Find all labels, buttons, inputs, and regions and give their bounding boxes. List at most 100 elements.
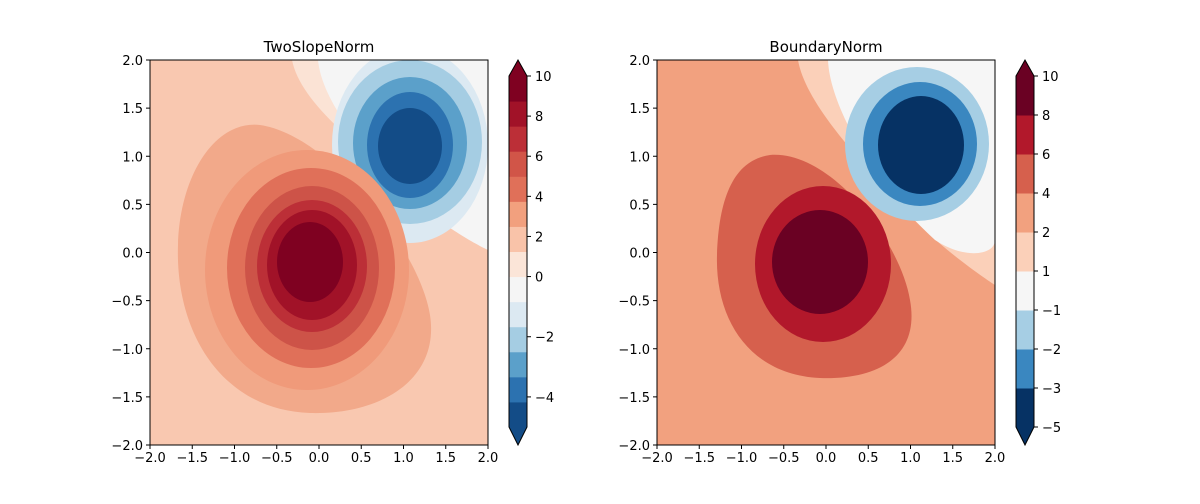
- right-colorbar-bands: [1016, 76, 1034, 428]
- right-colorbar-band: [1016, 154, 1034, 194]
- right-colorbar-tick-label: −2: [1042, 343, 1061, 358]
- right-colorbar-tick-label: −5: [1042, 421, 1061, 436]
- left-y-tick-label: 0.0: [122, 247, 143, 262]
- left-y-axis: −2.0 −1.5 −1.0 −0.5 0.0 0.5 1.0 1.5 2.0: [111, 54, 150, 454]
- right-x-axis: −2.0 −1.5 −1.0 −0.5 0.0 0.5 1.0 1.5 2.0: [641, 445, 1005, 466]
- right-y-tick-label: 1.5: [629, 102, 650, 117]
- left-colorbar-ticks: 10 8 6 4 2 0 −2 −4: [527, 70, 554, 406]
- left-colorbar-band: [509, 151, 527, 177]
- left-colorbar-band: [509, 351, 527, 378]
- right-x-tick-label: −0.5: [768, 451, 800, 466]
- right-colorbar-band: [1016, 310, 1034, 350]
- left-colorbar-band: [509, 126, 527, 152]
- right-x-tick-label: 1.5: [942, 451, 963, 466]
- left-x-axis: −2.0 −1.5 −1.0 −0.5 0.0 0.5 1.0 1.5 2.0: [134, 445, 498, 466]
- left-colorbar-tick-label: 8: [535, 110, 543, 125]
- left-x-tick-label: −0.5: [261, 451, 293, 466]
- right-x-tick-label: 1.0: [900, 451, 921, 466]
- left-y-tick-label: −1.0: [111, 343, 143, 358]
- right-colorbar-band: [1016, 232, 1034, 272]
- right-y-tick-label: 0.0: [629, 247, 650, 262]
- plot-right: BoundaryNorm −2.0 −1.5 −1.0 −0.5 0.0 0.5 1.0 1.…: [618, 38, 1005, 466]
- left-colorbar-band: [509, 251, 527, 278]
- left-x-tick-label: −1.0: [219, 451, 251, 466]
- left-colorbar-band: [509, 326, 527, 353]
- right-colorbar-tick-label: −3: [1042, 382, 1061, 397]
- right-colorbar-tick-label: 6: [1042, 148, 1050, 163]
- right-colorbar-tick-label: 1: [1042, 265, 1050, 280]
- left-x-tick-label: 0.0: [309, 451, 330, 466]
- left-colorbar-extend-top: [509, 60, 527, 76]
- left-y-tick-label: −1.5: [111, 391, 143, 406]
- left-colorbar-tick-label: 0: [535, 271, 543, 286]
- left-y-tick-label: 2.0: [122, 54, 143, 69]
- left-colorbar-band: [509, 401, 527, 428]
- left-title: TwoSlopeNorm: [263, 38, 375, 56]
- right-colorbar-extend-bottom: [1016, 427, 1034, 445]
- right-colorbar-tick-label: 2: [1042, 226, 1050, 241]
- right-level-8-10: [772, 210, 868, 314]
- right-x-tick-label: −1.0: [726, 451, 758, 466]
- right-colorbar-band: [1016, 271, 1034, 311]
- right-y-tick-label: −1.5: [618, 391, 650, 406]
- right-y-axis: −2.0 −1.5 −1.0 −0.5 0.0 0.5 1.0 1.5 2.0: [618, 54, 657, 454]
- left-level-neg5: [378, 108, 442, 184]
- left-x-tick-label: −1.5: [176, 451, 208, 466]
- right-colorbar-tick-label: 10: [1042, 70, 1059, 85]
- right-title: BoundaryNorm: [769, 38, 882, 56]
- left-colorbar-bands: [509, 76, 527, 428]
- left-colorbar-band: [509, 76, 527, 102]
- right-y-tick-label: −1.0: [618, 343, 650, 358]
- left-colorbar-extend-bottom: [509, 427, 527, 445]
- left-y-tick-label: −2.0: [111, 439, 143, 454]
- left-colorbar-tick-label: 2: [535, 230, 543, 245]
- left-y-tick-label: 0.5: [122, 198, 143, 213]
- left-colorbar-tick-label: 4: [535, 190, 543, 205]
- right-colorbar-band: [1016, 388, 1034, 428]
- right-x-tick-label: 0.5: [858, 451, 879, 466]
- left-colorbar-tick-label: 6: [535, 150, 543, 165]
- right-y-tick-label: 1.0: [629, 150, 650, 165]
- left-contour-area: [150, 60, 488, 445]
- left-colorbar-band: [509, 226, 527, 252]
- right-colorbar-tick-label: 8: [1042, 109, 1050, 124]
- right-colorbar-ticks: 10 8 6 4 2 1 −1 −2 −3 −5: [1034, 70, 1061, 436]
- left-y-tick-label: 1.5: [122, 102, 143, 117]
- right-colorbar-band: [1016, 76, 1034, 116]
- right-x-tick-label: 2.0: [985, 451, 1006, 466]
- right-x-tick-label: 0.0: [816, 451, 837, 466]
- right-colorbar: 10 8 6 4 2 1 −1 −2 −3 −5: [1015, 58, 1061, 447]
- left-colorbar-outline: [508, 58, 528, 447]
- left-x-tick-label: 2.0: [478, 451, 499, 466]
- left-colorbar-band: [509, 201, 527, 227]
- right-contour-area: [657, 60, 995, 445]
- left-y-tick-label: −0.5: [111, 295, 143, 310]
- left-colorbar-tick-label: −2: [535, 331, 554, 346]
- right-y-tick-label: 2.0: [629, 54, 650, 69]
- right-colorbar-band: [1016, 115, 1034, 155]
- right-colorbar-tick-label: −1: [1042, 304, 1061, 319]
- right-y-tick-label: −2.0: [618, 439, 650, 454]
- right-colorbar-band: [1016, 193, 1034, 233]
- right-colorbar-extend-top: [1016, 60, 1034, 76]
- left-y-tick-label: 1.0: [122, 150, 143, 165]
- right-colorbar-tick-label: 4: [1042, 187, 1050, 202]
- left-colorbar-tick-label: 10: [535, 70, 552, 85]
- right-x-tick-label: −1.5: [683, 451, 715, 466]
- left-colorbar-band: [509, 276, 527, 303]
- right-level-neg5-neg3: [878, 96, 964, 194]
- left-x-tick-label: −2.0: [134, 451, 166, 466]
- plot-left: TwoSlopeNorm −2.0 −1.5 −1.0 −0.5 0.0 0.5 1.0: [111, 38, 498, 466]
- left-x-tick-label: 1.5: [435, 451, 456, 466]
- left-colorbar-band: [509, 376, 527, 403]
- right-y-tick-label: −0.5: [618, 295, 650, 310]
- right-colorbar-band: [1016, 349, 1034, 389]
- left-level-9: [277, 222, 343, 302]
- left-colorbar-band: [509, 301, 527, 328]
- right-y-tick-label: 0.5: [629, 198, 650, 213]
- left-colorbar-tick-label: −4: [535, 391, 554, 406]
- left-colorbar: 10 8 6 4 2 0 −2 −4: [508, 58, 554, 447]
- left-colorbar-band: [509, 101, 527, 127]
- left-x-tick-label: 1.0: [393, 451, 414, 466]
